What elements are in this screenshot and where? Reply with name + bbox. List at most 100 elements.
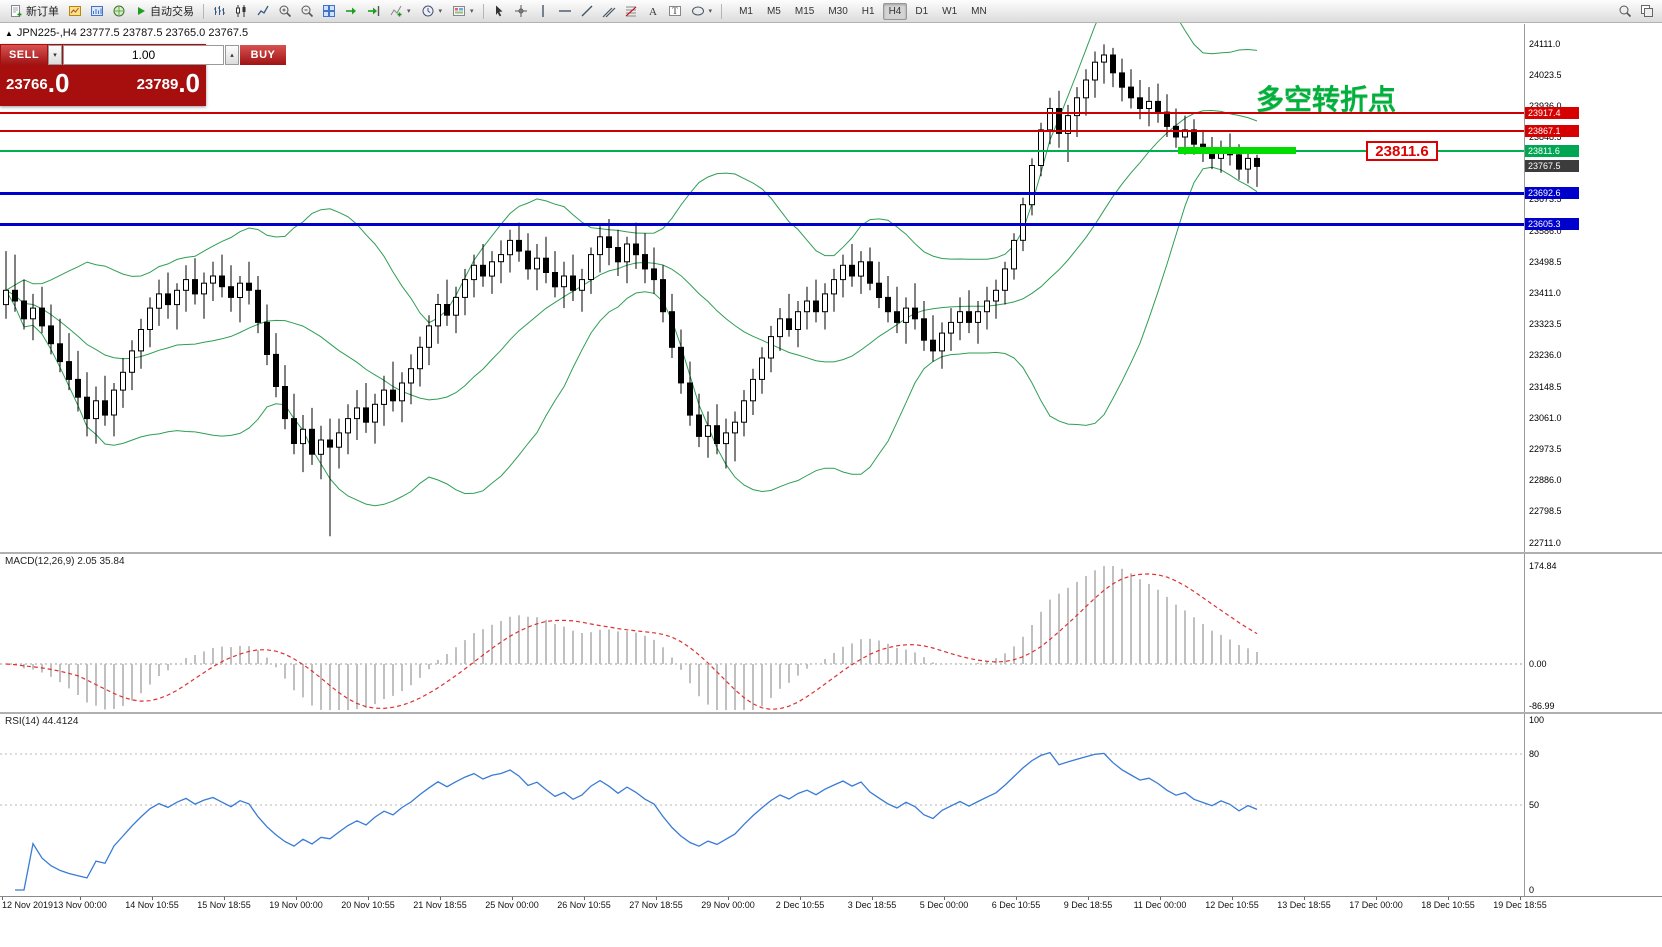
- time-axis-label: 15 Nov 18:55: [197, 900, 251, 910]
- channel-button[interactable]: [598, 1, 620, 21]
- buy-button[interactable]: BUY: [240, 45, 286, 65]
- fibonacci-button[interactable]: [620, 1, 642, 21]
- text-label-icon: T: [668, 4, 682, 18]
- time-axis-label: 3 Dec 18:55: [847, 900, 897, 910]
- chart-window-icon: ▲: [5, 28, 13, 38]
- window-list-button[interactable]: [1636, 1, 1658, 21]
- price-axis-label: 22886.0: [1529, 475, 1562, 486]
- vertical-line-icon: [536, 4, 550, 18]
- macd-label: MACD(12,26,9) 2.05 35.84: [5, 556, 125, 567]
- new-order-icon: [9, 4, 23, 18]
- indicators-button[interactable]: ▾: [384, 0, 416, 22]
- auto-scroll-button[interactable]: [340, 1, 362, 21]
- price-axis-label: 22798.5: [1529, 506, 1562, 517]
- chart-canvas[interactable]: [0, 0, 1524, 947]
- periods-clock-icon: [421, 4, 435, 18]
- time-axis-tick: [2, 896, 3, 900]
- time-axis-line: [0, 896, 1662, 897]
- volume-input[interactable]: [63, 45, 224, 65]
- rsi-axis-label: 100: [1529, 714, 1545, 725]
- horizontal-line-button[interactable]: [554, 1, 576, 21]
- price-axis-label: 23236.0: [1529, 350, 1562, 361]
- bar-chart-mode-button[interactable]: [208, 1, 230, 21]
- time-axis-tick: [224, 896, 225, 900]
- new-order-label: 新订单: [26, 6, 59, 18]
- buy-price[interactable]: 23789 .0: [137, 70, 200, 96]
- time-axis-label: 21 Nov 18:55: [413, 900, 467, 910]
- macd-panel-separator[interactable]: [0, 552, 1662, 554]
- text-button[interactable]: A: [642, 1, 664, 21]
- horizontal-level-line-23692.6[interactable]: [0, 191, 1524, 195]
- candlestick-mode-button[interactable]: [230, 1, 252, 21]
- zoom-in-button[interactable]: [274, 1, 296, 21]
- time-axis-label: 6 Dec 10:55: [991, 900, 1041, 910]
- periods-caret-icon: ▾: [438, 8, 443, 15]
- templates-icon: [452, 4, 466, 18]
- zoom-out-button[interactable]: [296, 1, 318, 21]
- periods-button[interactable]: ▾: [416, 0, 448, 22]
- time-axis-label: 19 Dec 18:55: [1493, 900, 1547, 910]
- sell-price[interactable]: 23766 .0: [6, 70, 69, 96]
- timeframe-button-m15[interactable]: M15: [794, 5, 815, 17]
- text-label-button[interactable]: T: [664, 1, 686, 21]
- time-axis-label: 18 Dec 10:55: [1421, 900, 1475, 910]
- price-axis-label: 22711.0: [1529, 537, 1561, 548]
- market-watch-button[interactable]: [86, 1, 108, 21]
- sell-button[interactable]: SELL: [1, 45, 47, 65]
- buy-price-main: 23789: [136, 76, 179, 93]
- new-chart-icon: [68, 4, 82, 18]
- shapes-caret-icon: ▾: [708, 8, 713, 15]
- bollinger-middle-band: [5, 109, 1258, 401]
- time-axis-tick: [1160, 896, 1161, 900]
- turning-point-annotation[interactable]: 多空转折点: [1256, 84, 1397, 115]
- price-axis-label: 23411.0: [1529, 288, 1561, 298]
- autotrading-button[interactable]: 自动交易: [130, 0, 199, 22]
- search-button[interactable]: [1614, 1, 1636, 21]
- cursor-button[interactable]: [488, 1, 510, 21]
- vertical-line-button[interactable]: [532, 1, 554, 21]
- time-axis-tick: [872, 896, 873, 900]
- timeframe-button-d1[interactable]: D1: [915, 5, 929, 17]
- rsi-panel-separator[interactable]: [0, 712, 1662, 714]
- price-tag-23605.3: 23605.3: [1525, 218, 1579, 231]
- timeframe-button-h1[interactable]: H1: [861, 5, 875, 17]
- chart-window-header: ▲ JPN225-,H4 23777.5 23787.5 23765.0 237…: [5, 27, 248, 39]
- horizontal-level-line-23811.6[interactable]: [0, 149, 1524, 152]
- toolbar-separator: [482, 3, 484, 19]
- toolbar-separator: [721, 3, 723, 19]
- trendline-button[interactable]: [576, 1, 598, 21]
- timeframe-button-m5[interactable]: M5: [766, 5, 781, 17]
- time-axis-label: 12 Dec 10:55: [1205, 900, 1259, 910]
- svg-text:A: A: [649, 6, 657, 18]
- horizontal-level-line-23917.4[interactable]: [0, 112, 1524, 114]
- shapes-button[interactable]: ▾: [686, 0, 718, 22]
- new-order-button[interactable]: 新订单: [4, 0, 64, 22]
- timeframe-button-m30[interactable]: M30: [828, 5, 848, 17]
- volume-decrease-button[interactable]: ▾: [48, 45, 62, 65]
- timeframe-button-m1[interactable]: M1: [739, 5, 753, 17]
- timeframe-button-w1[interactable]: W1: [942, 5, 958, 17]
- price-level-textbox[interactable]: 23811.6: [1366, 141, 1438, 161]
- tile-windows-icon: [322, 4, 336, 18]
- time-axis-label: 26 Nov 10:55: [557, 900, 611, 910]
- navigator-button[interactable]: [108, 1, 130, 21]
- crosshair-button[interactable]: [510, 1, 532, 21]
- buy-price-big: .0: [178, 68, 200, 98]
- text-icon: A: [646, 4, 660, 18]
- volume-increase-button[interactable]: ▴: [225, 45, 239, 65]
- green-highlight-bar[interactable]: [1178, 147, 1296, 154]
- line-chart-mode-button[interactable]: [252, 1, 274, 21]
- horizontal-level-line-23605.3[interactable]: [0, 222, 1524, 226]
- time-axis-label: 27 Nov 18:55: [629, 900, 683, 910]
- chart-shift-button[interactable]: [362, 1, 384, 21]
- horizontal-level-line-23867.1[interactable]: [0, 129, 1524, 132]
- candles-group: [3, 44, 1260, 537]
- new-chart-button[interactable]: [64, 1, 86, 21]
- indicators-caret-icon: ▾: [407, 8, 411, 15]
- time-axis-tick: [152, 896, 153, 900]
- rsi-line: [15, 751, 1258, 891]
- timeframe-button-h4[interactable]: H4: [882, 2, 908, 20]
- tile-windows-button[interactable]: [318, 1, 340, 21]
- timeframe-button-mn[interactable]: MN: [971, 5, 987, 17]
- templates-button[interactable]: ▾: [447, 0, 479, 22]
